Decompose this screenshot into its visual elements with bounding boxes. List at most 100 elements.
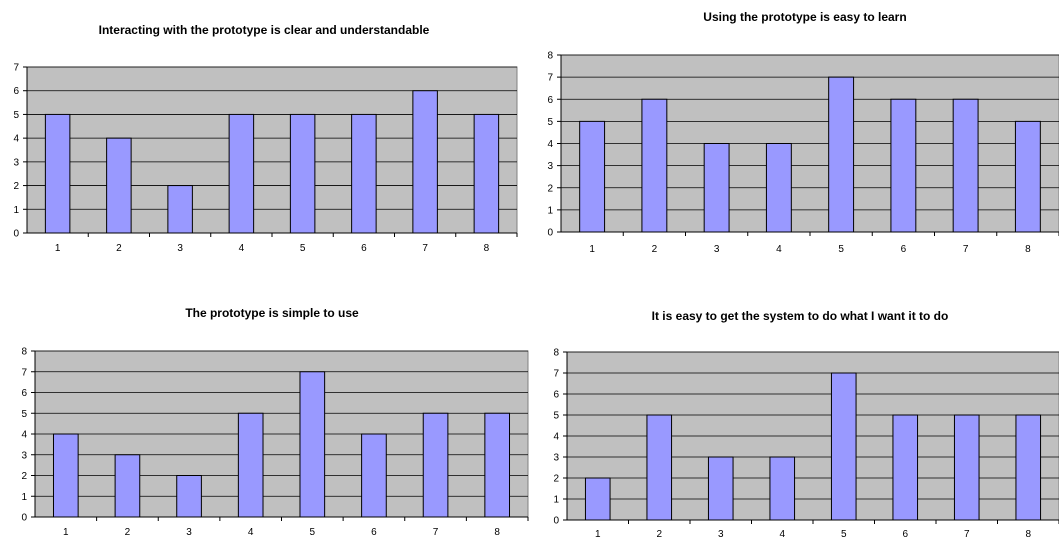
y-tick-label: 0 bbox=[21, 513, 27, 524]
bar bbox=[1014, 120, 1041, 233]
y-tick-label: 7 bbox=[547, 73, 553, 84]
bar bbox=[484, 412, 511, 518]
x-tick-label: 1 bbox=[589, 244, 595, 255]
plot-area bbox=[26, 66, 518, 234]
x-tick-label: 8 bbox=[1025, 529, 1031, 539]
bar bbox=[952, 98, 979, 233]
y-tick-label: 0 bbox=[13, 229, 19, 240]
y-tick-label: 7 bbox=[21, 367, 27, 378]
y-tick-label: 6 bbox=[553, 390, 559, 401]
bar bbox=[584, 477, 611, 521]
bar bbox=[299, 371, 326, 518]
x-tick-label: 6 bbox=[902, 529, 908, 539]
bar bbox=[289, 113, 316, 234]
y-tick-label: 6 bbox=[547, 95, 553, 106]
y-tick-label: 0 bbox=[547, 228, 553, 239]
y-tick-label: 3 bbox=[21, 450, 27, 461]
bar bbox=[167, 185, 193, 234]
x-tick-label: 2 bbox=[656, 529, 662, 539]
bar bbox=[361, 433, 387, 518]
y-tick-label: 4 bbox=[547, 139, 553, 150]
x-tick-label: 4 bbox=[239, 243, 245, 254]
y-tick-label: 1 bbox=[547, 205, 553, 216]
x-tick-label: 1 bbox=[63, 527, 69, 538]
bar bbox=[646, 414, 673, 521]
x-tick-label: 2 bbox=[652, 244, 658, 255]
y-tick-label: 5 bbox=[21, 409, 27, 420]
y-tick-label: 8 bbox=[547, 51, 553, 62]
x-tick-label: 8 bbox=[1025, 244, 1031, 255]
bar bbox=[351, 113, 377, 234]
x-tick-label: 7 bbox=[433, 527, 439, 538]
y-tick-label: 3 bbox=[553, 453, 559, 464]
y-tick-label: 2 bbox=[547, 183, 553, 194]
bar bbox=[1015, 414, 1042, 521]
bar bbox=[422, 412, 449, 518]
x-tick-label: 5 bbox=[841, 529, 847, 539]
y-tick-label: 7 bbox=[13, 63, 19, 74]
bar bbox=[769, 456, 796, 521]
chart-2: Using the prototype is easy to learn 0 1 2 3… bbox=[547, 10, 1059, 255]
bar bbox=[707, 456, 734, 521]
y-tick-label: 5 bbox=[547, 117, 553, 128]
chart-3: The prototype is simple to use 0 1 2 3 4 5 6 7 8 1… bbox=[21, 306, 529, 538]
bar bbox=[953, 414, 980, 521]
bar bbox=[703, 143, 730, 233]
bar bbox=[106, 137, 132, 234]
bar bbox=[828, 76, 855, 233]
y-tick-label: 2 bbox=[553, 474, 559, 485]
chart-title: It is easy to get the system to do what … bbox=[652, 309, 949, 323]
chart-title: Using the prototype is easy to learn bbox=[703, 10, 906, 24]
y-tick-label: 1 bbox=[21, 492, 27, 503]
x-tick-label: 1 bbox=[595, 529, 601, 539]
y-tick-label: 2 bbox=[13, 181, 19, 192]
chart-4: It is easy to get the system to do what … bbox=[553, 309, 1059, 539]
y-tick-label: 1 bbox=[553, 495, 559, 506]
y-tick-label: 0 bbox=[553, 516, 559, 527]
x-tick-label: 3 bbox=[718, 529, 724, 539]
x-tick-label: 5 bbox=[838, 244, 844, 255]
y-tick-label: 2 bbox=[21, 471, 27, 482]
bar bbox=[579, 120, 606, 233]
chart-1: Interacting with the prototype is clear … bbox=[13, 23, 518, 254]
x-tick-label: 3 bbox=[714, 244, 720, 255]
y-tick-label: 4 bbox=[13, 134, 19, 145]
x-tick-label: 7 bbox=[964, 529, 970, 539]
x-tick-label: 4 bbox=[776, 244, 782, 255]
y-tick-label: 4 bbox=[21, 430, 27, 441]
bar bbox=[473, 113, 500, 234]
x-tick-label: 6 bbox=[901, 244, 907, 255]
x-tick-label: 4 bbox=[779, 529, 785, 539]
bar bbox=[237, 412, 264, 518]
chart-title: Interacting with the prototype is clear … bbox=[99, 23, 430, 37]
y-tick-label: 6 bbox=[21, 388, 27, 399]
y-tick-label: 5 bbox=[553, 411, 559, 422]
x-tick-label: 5 bbox=[300, 243, 306, 254]
bar bbox=[641, 98, 668, 233]
y-tick-label: 8 bbox=[21, 347, 27, 358]
x-tick-label: 8 bbox=[494, 527, 500, 538]
bar bbox=[890, 98, 917, 233]
x-tick-label: 3 bbox=[186, 527, 192, 538]
x-tick-label: 1 bbox=[55, 243, 61, 254]
x-tick-label: 2 bbox=[116, 243, 122, 254]
y-tick-label: 3 bbox=[547, 161, 553, 172]
bar bbox=[412, 90, 438, 234]
y-tick-label: 5 bbox=[13, 110, 19, 121]
y-tick-label: 8 bbox=[553, 348, 559, 359]
x-tick-label: 5 bbox=[310, 527, 316, 538]
y-tick-label: 1 bbox=[13, 205, 19, 216]
x-tick-label: 6 bbox=[371, 527, 377, 538]
bar bbox=[114, 454, 141, 518]
bar bbox=[765, 143, 792, 233]
y-tick-label: 7 bbox=[553, 369, 559, 380]
bar bbox=[44, 113, 71, 234]
x-tick-label: 7 bbox=[422, 243, 428, 254]
y-tick-label: 3 bbox=[13, 157, 19, 168]
y-tick-label: 4 bbox=[553, 432, 559, 443]
bar bbox=[52, 433, 79, 518]
x-tick-label: 4 bbox=[248, 527, 254, 538]
bar bbox=[892, 414, 919, 521]
bar bbox=[830, 372, 857, 521]
